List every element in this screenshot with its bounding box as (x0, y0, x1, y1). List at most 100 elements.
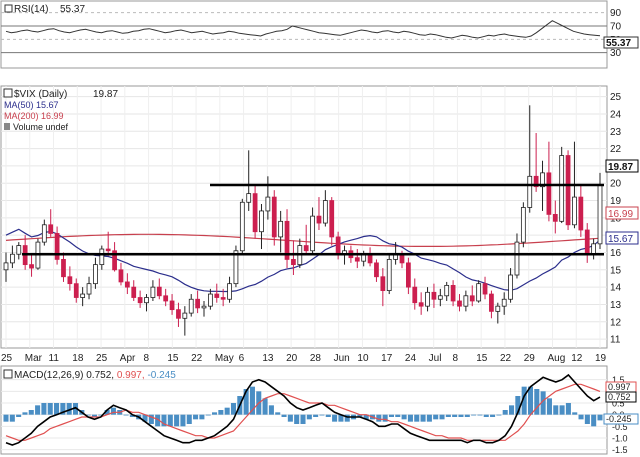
candle (476, 280, 482, 303)
candle-body (163, 295, 169, 302)
close-value-box (605, 159, 639, 173)
candle-body (367, 253, 373, 264)
macd-hist-bar (3, 414, 9, 422)
x-tick-label: 11 (49, 353, 60, 364)
macd-hist-bar (553, 405, 559, 415)
candle-body (105, 248, 111, 252)
candle-body (16, 245, 22, 255)
macd-hist-bar (281, 414, 287, 417)
macd-hist-bar (357, 414, 363, 417)
macd-hist-bar (509, 405, 515, 415)
macd-hist-bar (395, 414, 401, 417)
candle (329, 197, 335, 246)
price-title: $VIX (Daily) (14, 89, 67, 100)
candle (291, 240, 296, 276)
macd-hist-bar (47, 403, 53, 415)
ma50-line (5, 228, 601, 293)
x-tick-label: 10 (357, 353, 369, 364)
macd-hist-bar (527, 386, 534, 415)
candle-body (476, 283, 482, 302)
macd-hist-bar (129, 414, 135, 417)
macd-hist-bar (439, 414, 445, 420)
ma200-value-box-text: 16.99 (608, 209, 633, 220)
candle (246, 150, 252, 211)
macd-hist-bar (243, 389, 249, 415)
price-tick-label: 25 (610, 92, 622, 103)
macd-hist-bar (521, 386, 527, 415)
rsi-legend: RSI(14) 55.37 (4, 4, 85, 15)
candle-body (54, 233, 60, 260)
candle-body (444, 284, 450, 297)
macd-hist-bar (98, 414, 104, 416)
candle-body (291, 259, 296, 266)
macd-hist-bar (344, 414, 350, 422)
candle-body (501, 298, 507, 307)
candle-body (418, 302, 424, 307)
macd-hist-bar (91, 414, 97, 417)
candle (520, 202, 526, 248)
macd-hist-bar (268, 405, 274, 415)
x-tick-label: 24 (405, 353, 417, 364)
candle (386, 254, 392, 295)
macd-hist-bar (502, 410, 508, 415)
candle (380, 268, 386, 307)
candle (163, 288, 169, 307)
candle-body (463, 295, 469, 307)
candle (131, 280, 137, 301)
candle (418, 292, 424, 315)
candle (533, 133, 539, 192)
macd-hist-bar (414, 414, 420, 422)
macd-hist-bar (540, 391, 546, 415)
macd-label: MACD(12,26,9) 0.752, 0.997, -0.245 (14, 370, 176, 381)
rsi-panel-frame (0, 0, 608, 69)
macd-hist-bar (294, 414, 300, 424)
ma50-label: MA(50) 15.67 (4, 100, 59, 110)
macd-hist-bar (572, 412, 578, 415)
candle (54, 226, 60, 265)
candle (463, 290, 469, 312)
candle-body (176, 309, 181, 319)
x-tick-label: 20 (286, 353, 298, 364)
macd-signal-box-text: 0.997 (608, 382, 631, 392)
x-tick-label: 15 (476, 353, 488, 364)
candle (431, 283, 437, 308)
macd-hist-bar (72, 403, 79, 415)
ma200-label: MA(200) 16.99 (4, 111, 64, 121)
macd-hist-bar (515, 396, 521, 415)
macd-hist-bar (338, 414, 344, 422)
candle-body (565, 155, 571, 226)
candle-body (118, 269, 124, 283)
macd-hist-bar (148, 414, 154, 424)
candle (437, 288, 443, 307)
macd-hist-bar (180, 414, 186, 427)
candle-body (514, 241, 520, 276)
macd-hist-bar (123, 414, 129, 416)
candle-body (131, 286, 137, 298)
candle (457, 294, 462, 312)
candle-body (527, 175, 533, 208)
candle (546, 141, 552, 222)
candle (469, 285, 475, 307)
x-tick-label: 8 (144, 353, 150, 364)
candle (48, 209, 54, 237)
rsi-value-box-text: 55.37 (606, 38, 631, 49)
candle (227, 276, 232, 303)
candle-body (61, 259, 66, 278)
macd-tick-label: -1.5 (612, 445, 628, 455)
macd-hist-bar (28, 410, 34, 415)
candle-body (182, 312, 188, 319)
x-tick-label: 17 (381, 353, 393, 364)
candle-body (310, 215, 315, 252)
candle-body (252, 193, 258, 233)
candle-body (482, 283, 488, 295)
candle (156, 278, 162, 300)
x-tick-label: 28 (310, 353, 322, 364)
candle (565, 150, 571, 230)
price-tick-label: 20 (610, 179, 622, 190)
x-tick-label: 22 (191, 353, 203, 364)
rsi-tick-label: 30 (610, 48, 622, 59)
candle-body (93, 264, 98, 285)
candle (271, 190, 277, 246)
candle (86, 276, 92, 300)
candle-body (48, 224, 54, 234)
